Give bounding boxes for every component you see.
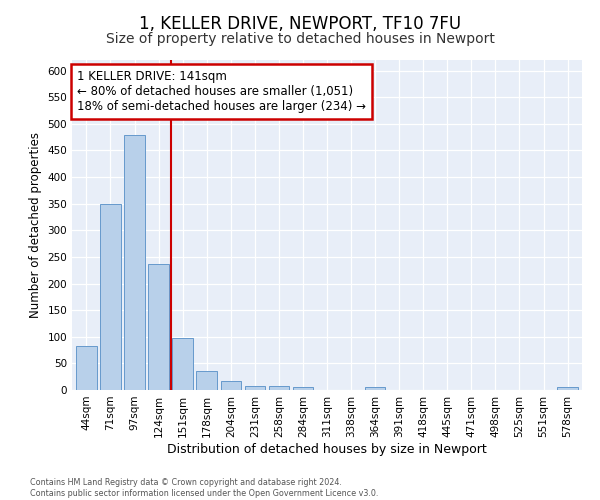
Bar [172, 338, 193, 390]
Text: 1 KELLER DRIVE: 141sqm
← 80% of detached houses are smaller (1,051)
18% of semi-: 1 KELLER DRIVE: 141sqm ← 80% of detached… [77, 70, 366, 113]
Text: 1, KELLER DRIVE, NEWPORT, TF10 7FU: 1, KELLER DRIVE, NEWPORT, TF10 7FU [139, 15, 461, 33]
Bar [100, 204, 121, 390]
Y-axis label: Number of detached properties: Number of detached properties [29, 132, 42, 318]
Bar [365, 388, 385, 390]
Text: Contains HM Land Registry data © Crown copyright and database right 2024.
Contai: Contains HM Land Registry data © Crown c… [30, 478, 379, 498]
Bar [221, 381, 241, 390]
Bar [293, 388, 313, 390]
Bar [76, 346, 97, 390]
Bar [245, 386, 265, 390]
Bar [148, 264, 169, 390]
Bar [196, 372, 217, 390]
Bar [557, 388, 578, 390]
X-axis label: Distribution of detached houses by size in Newport: Distribution of detached houses by size … [167, 442, 487, 456]
Text: Size of property relative to detached houses in Newport: Size of property relative to detached ho… [106, 32, 494, 46]
Bar [269, 386, 289, 390]
Bar [124, 134, 145, 390]
